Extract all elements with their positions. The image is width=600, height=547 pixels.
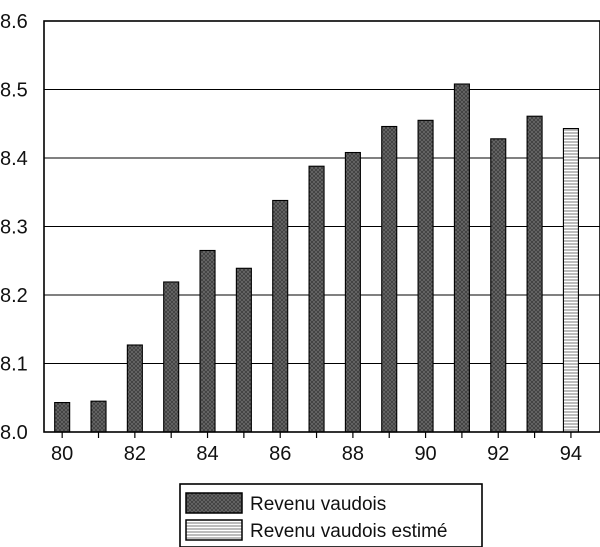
y-tick-label: 8.6 <box>0 11 28 33</box>
bar-revenu-vaudois <box>163 281 180 433</box>
x-tick-label: 92 <box>487 443 509 465</box>
y-tick-label: 8.1 <box>0 354 28 376</box>
x-tick-label: 86 <box>269 443 291 465</box>
y-tick-label: 8.5 <box>0 80 28 102</box>
bars <box>54 83 579 433</box>
y-tick-label: 8.4 <box>0 148 28 170</box>
x-tick-label: 84 <box>196 443 218 465</box>
x-tick-label: 90 <box>414 443 436 465</box>
bar-revenu-vaudois <box>126 344 143 433</box>
x-tick-label: 82 <box>124 443 146 465</box>
legend-swatch-revenu-vaudois <box>185 492 243 514</box>
legend-label-revenu-vaudois-estime: Revenu vaudois estimé <box>250 521 448 542</box>
y-axis: 8.0 8.1 8.2 8.3 8.4 8.5 8.6 <box>0 11 28 444</box>
x-tick-label: 80 <box>51 443 73 465</box>
y-tick-label: 8.0 <box>0 422 28 444</box>
bar-revenu-vaudois <box>490 138 507 433</box>
bar-revenu-vaudois <box>54 401 71 433</box>
y-tick-label: 8.2 <box>0 285 28 307</box>
x-tick-label: 88 <box>342 443 364 465</box>
bar-revenu-vaudois <box>526 115 543 433</box>
bar-revenu-vaudois <box>381 125 398 433</box>
legend-label-revenu-vaudois: Revenu vaudois <box>250 494 386 515</box>
y-tick-label: 8.3 <box>0 217 28 239</box>
x-axis: 80 82 84 86 88 90 92 94 <box>51 432 582 465</box>
legend: Revenu vaudois Revenu vaudois estimé <box>179 483 483 547</box>
x-tick-label: 94 <box>560 443 582 465</box>
bar-revenu-vaudois <box>199 249 216 433</box>
bar-revenu-vaudois <box>417 119 434 433</box>
bar-revenu-vaudois <box>235 267 252 433</box>
plot-area-frame <box>43 20 600 433</box>
bar-revenu-vaudois <box>344 151 361 433</box>
legend-swatch-revenu-vaudois-estime <box>185 519 243 541</box>
bar-revenu-vaudois <box>272 199 289 433</box>
bar-revenu-vaudois <box>453 83 470 433</box>
bar-revenu-vaudois-estime <box>562 127 579 433</box>
bar-revenu-vaudois <box>90 400 107 433</box>
bar-revenu-vaudois <box>308 165 325 433</box>
